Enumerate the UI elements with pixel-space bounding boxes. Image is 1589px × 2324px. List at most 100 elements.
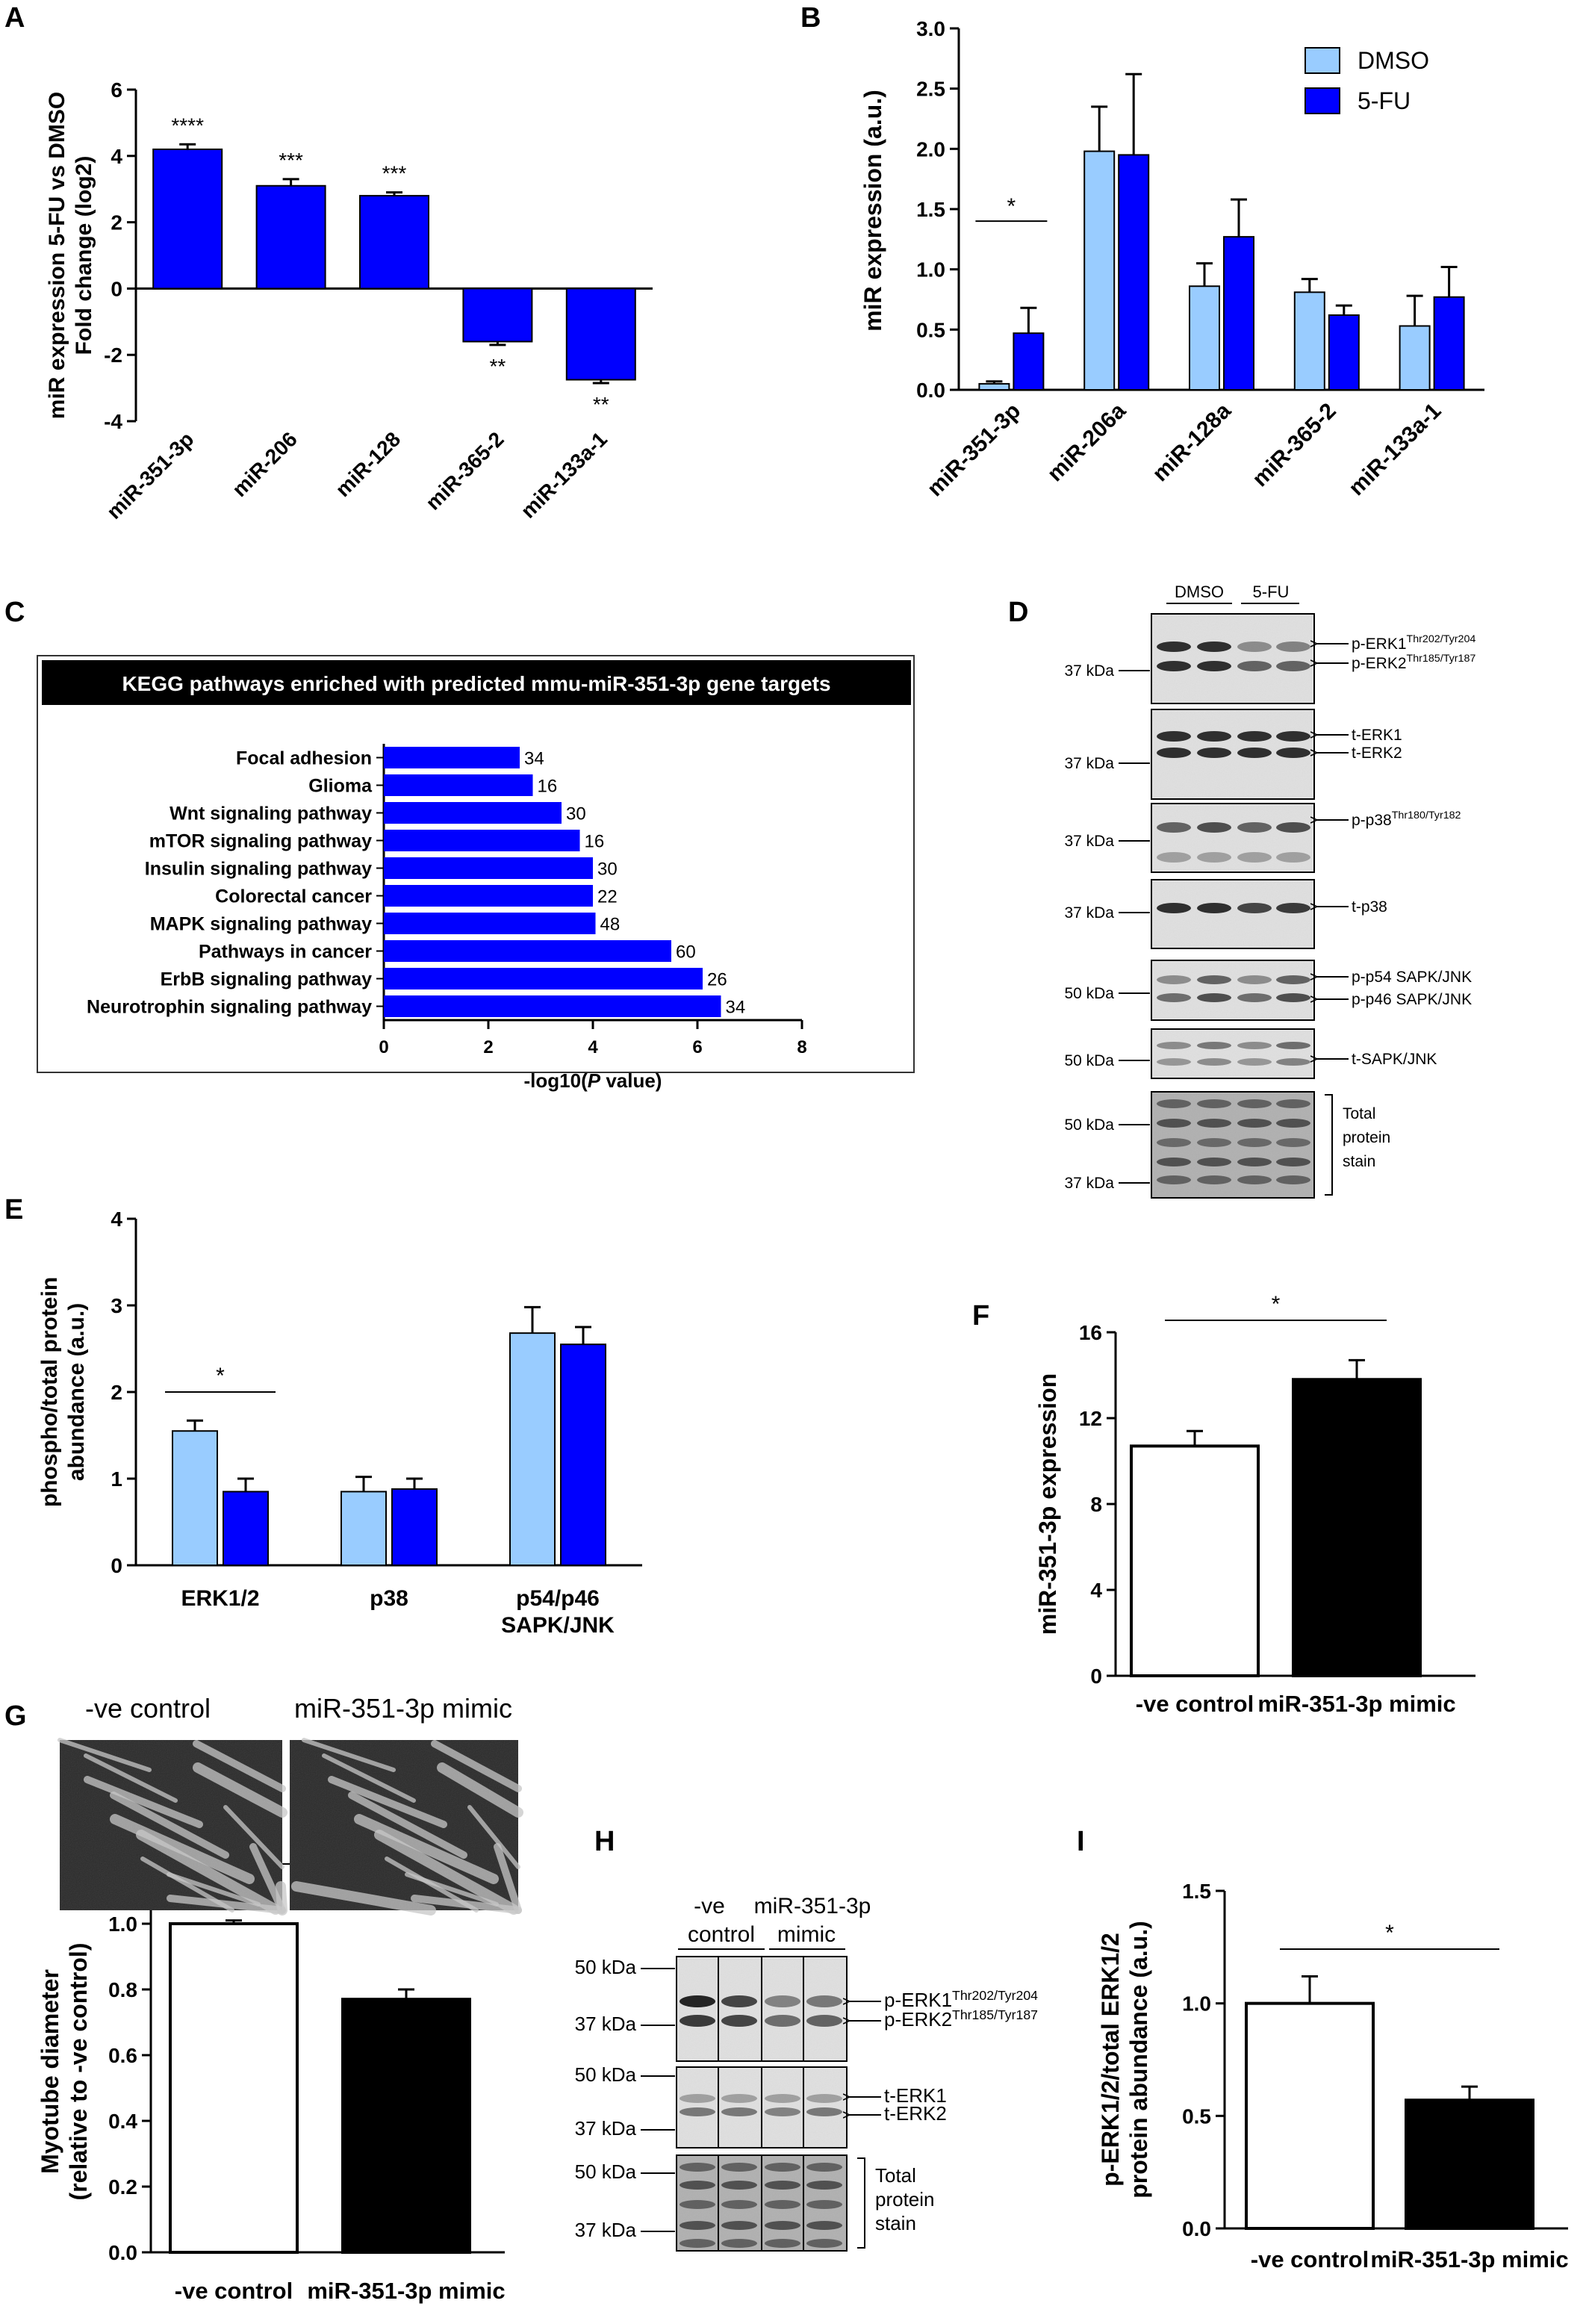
chart-c-value-label: 22 bbox=[597, 887, 618, 907]
blot-h-band bbox=[721, 2163, 757, 2172]
blot-h-column-label: miR-351-3p bbox=[754, 1894, 871, 1918]
chart-b-significance-label: * bbox=[1007, 194, 1016, 219]
blot-d-column-label: DMSO bbox=[1175, 582, 1224, 601]
chart-i-y-axis-label: p-ERK1/2/total ERK1/2 bbox=[1097, 1933, 1124, 2187]
blot-d-band-label: p-p54 SAPK/JNK bbox=[1352, 969, 1472, 986]
blot-h-band-label: p-ERK1Thr202/Tyr204 bbox=[884, 1988, 1038, 2011]
chart-g-y-tick-label: 0.2 bbox=[108, 2175, 137, 2199]
chart-g-bar bbox=[341, 1998, 471, 2254]
chart-c-bar bbox=[384, 885, 593, 907]
blot-d-stain-label: Total bbox=[1343, 1105, 1375, 1122]
blot-h-band bbox=[721, 2221, 757, 2230]
panel-letter-i: I bbox=[1077, 1826, 1085, 1857]
panel-letter-f: F bbox=[972, 1300, 989, 1332]
blot-h-band bbox=[680, 2221, 715, 2230]
chart-b-y-tick-label: 0.0 bbox=[916, 379, 945, 402]
chart-c-value-label: 16 bbox=[585, 832, 605, 852]
chart-g-category-label: miR-351-3p mimic bbox=[307, 2278, 505, 2304]
chart-a-category-label: miR-128 bbox=[331, 427, 405, 501]
blot-d-band bbox=[1197, 993, 1231, 1002]
chart-a-y-tick-label: 4 bbox=[111, 145, 122, 168]
blot-h-band-label: t-ERK1 bbox=[884, 2084, 947, 2107]
blot-h-band bbox=[721, 1995, 757, 2007]
blot-d-kda-label: 37 kDa bbox=[1064, 833, 1114, 850]
blot-h-band bbox=[765, 2239, 800, 2248]
blot-h-kda-label: 37 kDa bbox=[575, 2013, 637, 2035]
chart-b-legend-swatch bbox=[1305, 87, 1340, 114]
chart-c-category-label: Neurotrophin signaling pathway bbox=[87, 997, 372, 1018]
chart-i-y-tick-label: 1.5 bbox=[1182, 1880, 1211, 1903]
chart-c-header-text: KEGG pathways enriched with predicted mm… bbox=[122, 672, 830, 695]
chart-i-y-tick-label: 1.0 bbox=[1182, 1992, 1211, 2016]
blot-d-band bbox=[1237, 1158, 1272, 1166]
blot-d-kda-label: 37 kDa bbox=[1064, 755, 1114, 772]
blot-d-kda-label: 37 kDa bbox=[1064, 662, 1114, 680]
blot-d-blot-texture bbox=[1153, 881, 1313, 947]
microscopy-texture bbox=[60, 1740, 282, 1910]
chart-e-bar bbox=[340, 1491, 387, 1567]
blot-h-column-label: control bbox=[688, 1922, 755, 1947]
blot-d-stain-label: protein bbox=[1343, 1129, 1390, 1146]
blot-h-band bbox=[765, 2094, 800, 2103]
blot-d-band bbox=[1157, 822, 1191, 833]
blot-h-kda-label: 37 kDa bbox=[575, 2117, 637, 2140]
blot-d-band bbox=[1237, 641, 1272, 652]
chart-i-y-tick-label: 0.5 bbox=[1182, 2104, 1211, 2128]
chart-c-value-label: 30 bbox=[566, 804, 586, 824]
chart-a-category-label: miR-365-2 bbox=[421, 427, 509, 515]
blot-h-band bbox=[806, 2163, 842, 2172]
blot-d-band bbox=[1237, 852, 1272, 863]
blot-d-band bbox=[1237, 822, 1272, 833]
blot-d-band-label: p-p38Thr180/Tyr182 bbox=[1352, 810, 1461, 829]
panel-letter-h: H bbox=[594, 1826, 615, 1857]
chart-f-y-tick-label: 0 bbox=[1090, 1665, 1102, 1688]
chart-f-bar bbox=[1130, 1444, 1260, 1677]
blot-d-band bbox=[1197, 852, 1231, 863]
blot-d-band bbox=[1276, 975, 1310, 984]
blot-h-kda-label: 50 kDa bbox=[575, 2160, 637, 2183]
chart-b-bar bbox=[1013, 332, 1045, 391]
panel-letter-c: C bbox=[4, 597, 25, 628]
blot-d-band bbox=[1276, 1175, 1310, 1184]
chart-c-value-label: 60 bbox=[676, 942, 696, 963]
chart-e-category-label: p38 bbox=[370, 1586, 408, 1611]
chart-b-y-axis-label: miR expression (a.u.) bbox=[859, 90, 886, 332]
blot-d-band bbox=[1276, 903, 1310, 913]
chart-g-y-tick-label: 0.6 bbox=[108, 2044, 137, 2067]
blot-d-band bbox=[1237, 1058, 1272, 1066]
blot-d-band bbox=[1157, 975, 1191, 984]
chart-f-category-label: miR-351-3p mimic bbox=[1257, 1691, 1455, 1717]
blot-h-band bbox=[806, 2094, 842, 2103]
chart-c-x-tick-label: 8 bbox=[797, 1037, 806, 1057]
chart-i-category-label: miR-351-3p mimic bbox=[1370, 2246, 1568, 2272]
chart-b-y-tick-label: 1.5 bbox=[916, 198, 945, 221]
blot-d-band bbox=[1237, 1175, 1272, 1184]
chart-i-category-label: -ve control bbox=[1251, 2246, 1369, 2272]
blot-d-band bbox=[1276, 1058, 1310, 1066]
chart-b-y-tick-label: 2.0 bbox=[916, 137, 945, 161]
chart-i-y-axis-label: protein abundance (a.u.) bbox=[1125, 1921, 1152, 2199]
chart-a-significance-label: *** bbox=[382, 162, 407, 185]
blot-h-band bbox=[806, 2181, 842, 2190]
chart-a-y-tick-label: 0 bbox=[111, 277, 122, 300]
chart-f-y-tick-label: 12 bbox=[1079, 1407, 1102, 1430]
chart-a-significance-label: *** bbox=[279, 149, 303, 172]
chart-e-category-label: ERK1/2 bbox=[181, 1586, 259, 1611]
chart-a-category-label: miR-133a-1 bbox=[516, 427, 612, 523]
blot-d-band bbox=[1276, 1138, 1310, 1147]
chart-i-y-tick-label: 0.0 bbox=[1182, 2217, 1211, 2240]
blot-h-column-label: mimic bbox=[777, 1922, 836, 1947]
blot-h-kda-label: 37 kDa bbox=[575, 2219, 637, 2241]
chart-b-category-label: miR-133a-1 bbox=[1344, 399, 1446, 501]
blot-d-band bbox=[1237, 975, 1272, 984]
microscopy-images: -ve control miR-351-3p mimic bbox=[57, 1693, 523, 1916]
blot-d-band bbox=[1157, 1099, 1191, 1108]
chart-a-y-axis-label: Fold change (log2) bbox=[72, 156, 96, 355]
blot-h-band bbox=[680, 2015, 715, 2027]
blot-d-blot-texture bbox=[1153, 615, 1313, 702]
chart-e-category-label: p54/p46 bbox=[516, 1586, 600, 1611]
blot-h-band bbox=[680, 2094, 715, 2103]
blot-d-band bbox=[1157, 1158, 1191, 1166]
chart-f-significance-label: * bbox=[1272, 1292, 1281, 1317]
